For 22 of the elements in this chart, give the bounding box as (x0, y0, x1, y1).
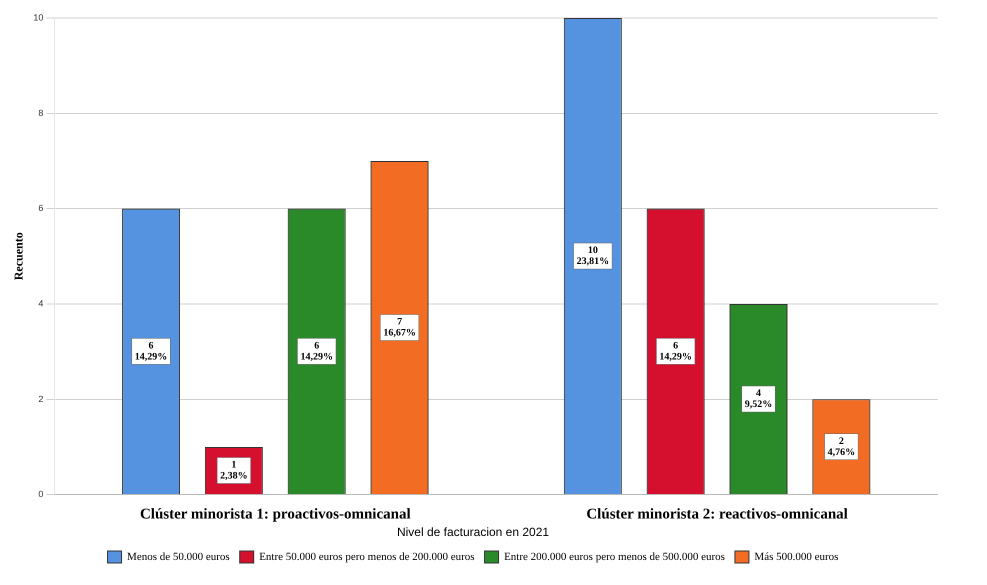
legend-label: Entre 200.000 euros pero menos de 500.000 euros (504, 550, 725, 563)
data-label: 6 14,29% (659, 340, 692, 362)
y-axis-title: Recuento (11, 232, 26, 280)
legend-label: Más 500.000 euros (754, 550, 838, 563)
x-tick-label: Clúster minorista 1: proactivos-omnicanal (140, 506, 411, 522)
data-label: 4 9,52% (744, 388, 772, 410)
y-tick-label: 10 (33, 12, 44, 22)
data-label: 6 14,29% (300, 340, 333, 362)
data-label: 7 16,67% (383, 316, 416, 339)
y-tick-label: 2 (38, 394, 44, 404)
data-label: 2 4,76% (828, 436, 856, 458)
y-tick-label: 8 (38, 108, 44, 118)
y-tick-label: 4 (38, 298, 44, 308)
data-label: 1 2,38% (220, 460, 248, 482)
y-tick-label: 0 (38, 489, 44, 500)
y-tick-label: 6 (38, 203, 44, 214)
legend-title: Nivel de facturacion en 2021 (396, 524, 550, 539)
legend-label: Menos de 50.000 euros (127, 550, 230, 563)
legend-label: Entre 50.000 euros pero menos de 200.000 euros (259, 550, 475, 563)
data-label: 6 14,29% (134, 340, 168, 362)
x-tick-label: Clúster minorista 2: reactivos-omnicanal (586, 506, 848, 522)
data-label: 10 23,81% (576, 245, 610, 268)
